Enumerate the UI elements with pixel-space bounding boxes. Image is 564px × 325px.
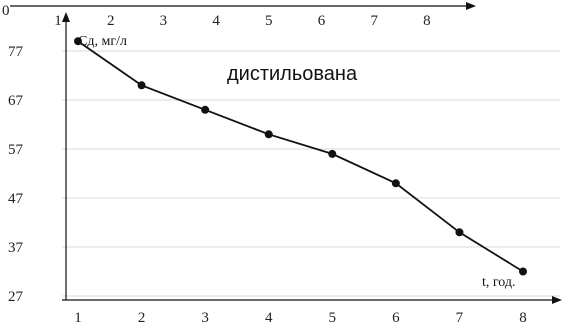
y-axis-title: Сд, мг/л	[78, 34, 127, 49]
x-tick-label: 6	[392, 310, 400, 325]
top-x-tick-label: 4	[212, 13, 220, 29]
data-point	[328, 149, 337, 158]
x-tick-label: 7	[456, 310, 464, 325]
data-points	[74, 37, 527, 276]
x-tick-label: 3	[201, 310, 209, 325]
x-tick-label: 4	[265, 310, 273, 325]
top-x-tick-label: 3	[160, 13, 168, 29]
top-axis-origin-label: 0	[2, 3, 10, 19]
data-point	[201, 105, 210, 114]
top-x-tick-labels: 1 2 3 4 5 6 7 8	[54, 13, 430, 29]
y-tick-label: 77	[8, 44, 24, 60]
top-x-tick-label: 1	[54, 13, 62, 29]
top-x-tick-label: 8	[423, 13, 431, 29]
x-tick-labels: 1 2 3 4 5 6 7 8	[74, 310, 527, 325]
x-axis-title: t, год.	[482, 275, 516, 290]
x-axis-arrow	[552, 296, 562, 304]
data-point	[137, 81, 146, 90]
axes	[10, 2, 562, 304]
data-point	[264, 130, 273, 139]
top-x-tick-label: 6	[318, 13, 326, 29]
y-tick-label: 27	[8, 289, 24, 305]
x-tick-label: 8	[519, 310, 527, 325]
series-line	[77, 40, 524, 273]
y-tick-label: 57	[8, 142, 24, 158]
gridlines	[62, 50, 560, 297]
y-tick-label: 37	[8, 240, 24, 256]
y-axis-arrow	[62, 12, 70, 22]
data-point	[74, 37, 82, 46]
x-tick-label: 5	[329, 310, 337, 325]
top-x-tick-label: 7	[370, 13, 378, 29]
top-x-tick-label: 5	[265, 13, 273, 29]
top-axis-arrow	[466, 2, 476, 10]
series-line-path	[77, 40, 524, 273]
x-tick-label: 1	[74, 310, 82, 325]
data-point	[519, 267, 527, 276]
y-tick-labels: 27 37 47 57 67 77	[8, 44, 24, 305]
top-x-tick-label: 2	[107, 13, 115, 29]
data-point	[455, 228, 464, 237]
data-point	[391, 179, 400, 188]
y-tick-label: 67	[8, 93, 24, 109]
x-tick-label: 2	[138, 310, 146, 325]
y-tick-label: 47	[8, 191, 24, 207]
chart-annotation: дистильована	[227, 63, 358, 85]
